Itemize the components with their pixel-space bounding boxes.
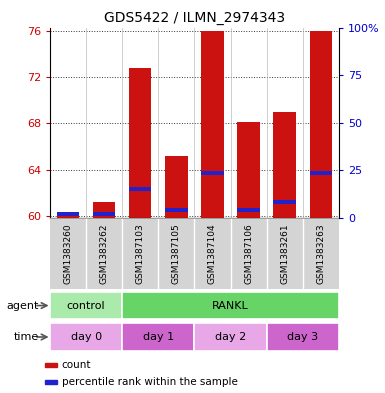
- Text: day 3: day 3: [287, 332, 318, 342]
- Bar: [57, 212, 79, 216]
- Text: GSM1387104: GSM1387104: [208, 223, 217, 284]
- Text: GSM1387105: GSM1387105: [172, 223, 181, 284]
- Bar: [238, 208, 260, 212]
- Text: day 0: day 0: [70, 332, 102, 342]
- Bar: [129, 68, 151, 218]
- Bar: [93, 212, 116, 216]
- Text: control: control: [67, 301, 105, 310]
- FancyBboxPatch shape: [50, 323, 122, 351]
- Text: GSM1383262: GSM1383262: [100, 223, 109, 284]
- Bar: [45, 380, 57, 384]
- Text: RANKL: RANKL: [212, 301, 249, 310]
- Bar: [310, 171, 332, 175]
- Text: GSM1387103: GSM1387103: [136, 223, 145, 284]
- Text: day 2: day 2: [215, 332, 246, 342]
- Text: time: time: [13, 332, 38, 342]
- FancyBboxPatch shape: [122, 292, 339, 320]
- Bar: [45, 364, 57, 367]
- FancyBboxPatch shape: [266, 323, 339, 351]
- Bar: [165, 156, 187, 218]
- FancyBboxPatch shape: [50, 292, 122, 320]
- Bar: [273, 200, 296, 204]
- Bar: [310, 31, 332, 218]
- Bar: [201, 31, 224, 218]
- Text: agent: agent: [6, 301, 38, 310]
- Text: GSM1383263: GSM1383263: [316, 223, 325, 284]
- Text: count: count: [62, 360, 91, 370]
- Bar: [129, 187, 151, 191]
- Text: GSM1387106: GSM1387106: [244, 223, 253, 284]
- Bar: [93, 202, 116, 218]
- Text: GSM1383260: GSM1383260: [64, 223, 73, 284]
- Bar: [273, 112, 296, 218]
- Bar: [238, 122, 260, 218]
- Text: percentile rank within the sample: percentile rank within the sample: [62, 377, 238, 387]
- Bar: [165, 208, 187, 212]
- FancyBboxPatch shape: [194, 323, 266, 351]
- Bar: [201, 171, 224, 175]
- Text: day 1: day 1: [143, 332, 174, 342]
- Title: GDS5422 / ILMN_2974343: GDS5422 / ILMN_2974343: [104, 11, 285, 25]
- Bar: [57, 212, 79, 218]
- FancyBboxPatch shape: [122, 323, 194, 351]
- Text: GSM1383261: GSM1383261: [280, 223, 289, 284]
